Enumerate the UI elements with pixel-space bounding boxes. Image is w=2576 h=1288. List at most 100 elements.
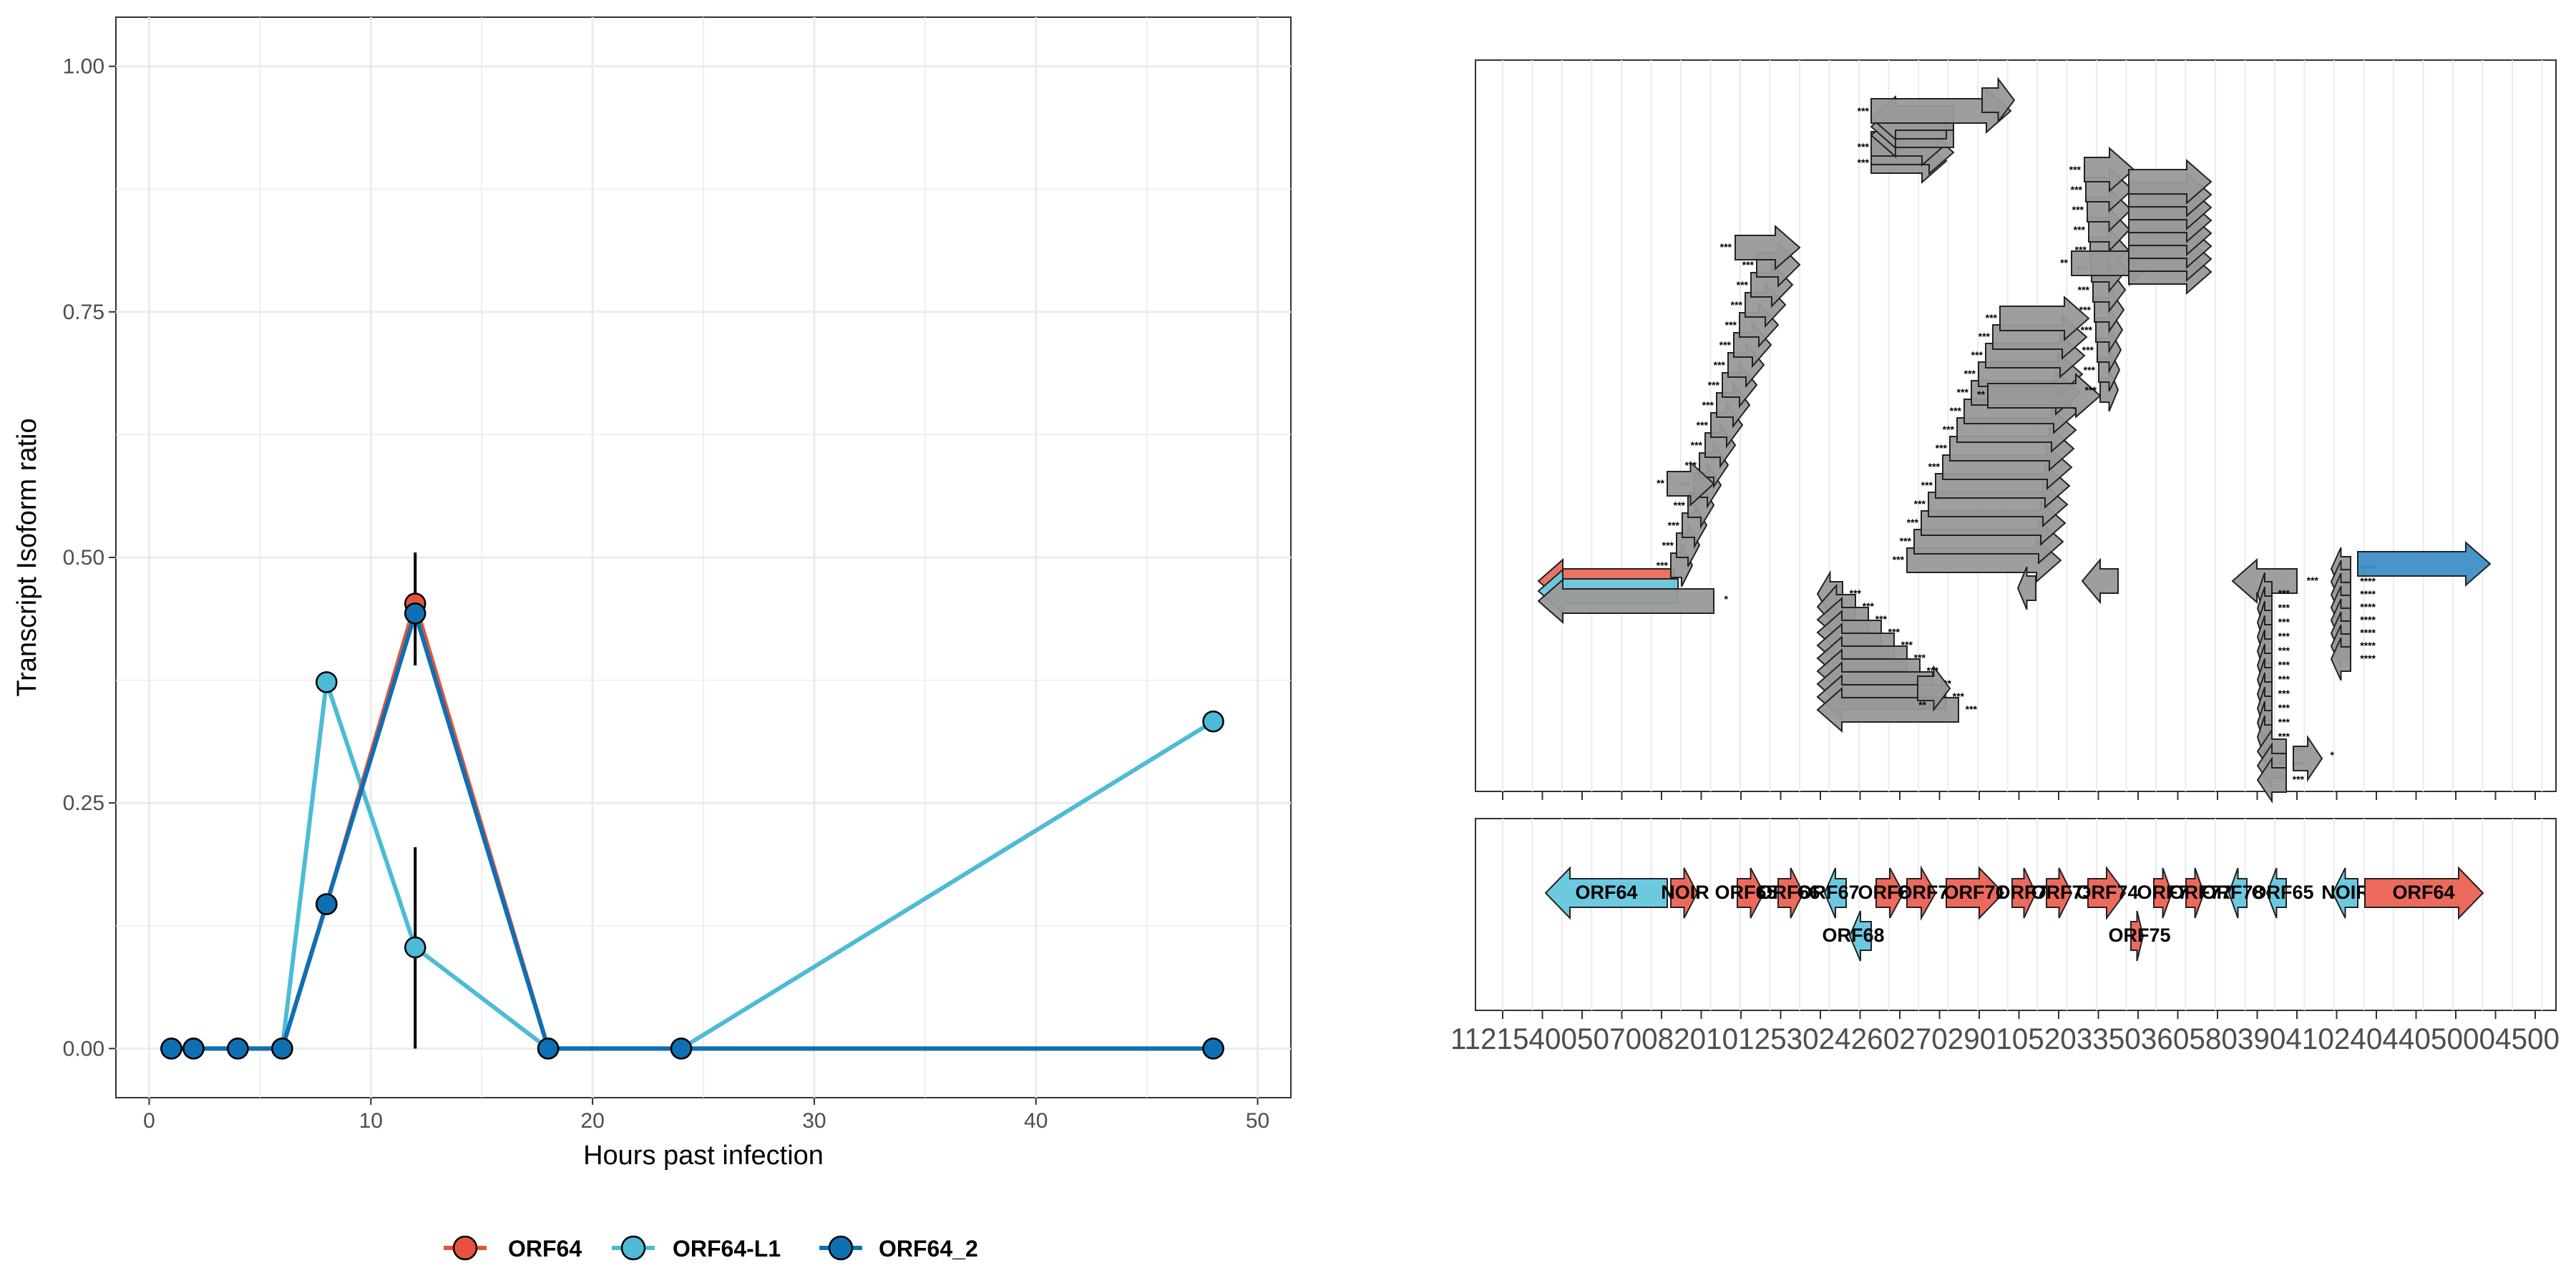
gene-arrow-orf77 [2185,867,2205,919]
data-point-orf64-2 [404,602,426,625]
gene-map-tick-labels: 1121540050700820101253024260270290105203… [1450,1022,2560,1055]
gene-label-orf71: ORF71 [1943,882,2006,903]
gene-arrow-orf65 [2265,867,2287,919]
legend-label-orf64-l1: ORF64-L1 [673,1236,781,1262]
gene-label-orf78: ORF78 [2201,882,2263,903]
data-point-orf64-2 [537,1038,560,1060]
transcript-label: *** [1731,299,1743,311]
transcript-label: *** [1668,519,1680,531]
gene-arrow-orf70 [1906,865,1937,921]
transcript-label: ** [1918,699,1926,711]
gene-label-orf66: ORF66 [1757,882,1820,903]
transcript-arrow [2081,557,2119,605]
transcript-label: **** [2360,601,2376,613]
transcript-label: *** [1708,379,1720,391]
transcript-arrow [1667,460,1715,507]
transcript-label: *** [1928,461,1941,472]
gene-arrow-orf78 [2228,867,2248,919]
gene-map-genes: ORF64 NOIR ORF65ORF66ORF67ORF68ORF69ORF70O… [1544,865,2484,962]
transcript-label: *** [1691,439,1703,451]
transcript-label: *** [2082,344,2094,356]
transcript-arrow [2256,756,2287,804]
x-tick-label: 20 [580,1109,604,1133]
legend-key-orf64 [452,1235,478,1261]
x-tick-label: 10 [359,1109,383,1133]
gene-arrow-orf74 [2087,865,2127,921]
x-tick-label: 40 [1024,1109,1048,1133]
transcript-arrow [1987,373,2102,419]
transcript-shapes: ****************************************… [1537,77,2492,804]
gene-arrow-orf66 [1777,867,1805,919]
transcript-label: *** [1979,331,1991,342]
gene-label-orf64: ORF64 [1575,882,1637,903]
y-tick-label: 0.50 [63,546,104,570]
y-axis-label: Transcript Isoform ratio [12,418,42,696]
transcript-label: *** [2278,688,2290,699]
gene-arrow-orf64 [1544,866,1668,920]
transcript-label: *** [1950,405,1962,416]
transcript-label: *** [1719,339,1732,351]
transcript-label: *** [2278,645,2290,656]
gene-arrow-orf75 [2130,910,2145,962]
data-point-orf64-l1 [1202,710,1224,733]
transcript-label: *** [1957,386,1969,398]
transcript-label: *** [2084,364,2096,376]
transcript-label: ** [1657,477,1664,489]
y-tick-label: 0.00 [63,1037,104,1060]
transcript-arrow [2357,541,2492,587]
gene-arrow-orf69 [1875,867,1905,919]
data-point-orf64-l1 [404,936,426,959]
data-point-orf64-2 [670,1038,693,1060]
legend: ORF64 ORF64-L1 ORF64_2 [444,1235,978,1262]
transcript-label: *** [2078,284,2090,296]
gene-arrow-orf65 [1737,867,1765,919]
transcript-label: *** [1943,424,1955,435]
transcript-label: *** [1893,554,1905,565]
transcript-label: *** [2079,304,2092,316]
transcript-label: **** [2360,627,2376,638]
transcript-label: *** [1702,399,1714,411]
transcript-label: *** [1858,105,1870,117]
data-point-orf64-2 [1202,1038,1224,1060]
legend-label-orf64: ORF64 [508,1236,582,1262]
legend-key-orf64-2 [828,1235,854,1261]
gene-arrow-noir [2331,867,2358,919]
transcript-label: *** [2278,702,2290,713]
data-point-orf64-2 [182,1038,205,1060]
gene-arrow-noir [1670,867,1699,919]
transcript-label: *** [1662,540,1674,551]
gene-map-frame [1475,818,2557,1011]
legend-label-orf64-2: ORF64_2 [879,1236,978,1262]
transcript-label: *** [1858,157,1870,168]
transcript-label: **** [2360,575,2376,587]
line-chart-panel: 0 10 20 30 40 50 0.00 0.25 0.50 0.75 1.00 Hours p… [12,16,1292,1171]
data-point-orf64-2 [160,1038,182,1060]
gene-map-grid [1502,819,2543,1010]
transcript-label: **** [2360,640,2376,651]
gene-arrow-orf68 [1848,910,1872,962]
gene-arrow-orf71 [1946,866,2005,920]
transcript-label: *** [2074,224,2086,235]
transcript-label: *** [1966,703,1978,715]
gene-arrow-orf67 [1823,867,1847,919]
transcript-label: *** [2081,324,2093,336]
transcript-label: *** [2278,602,2290,613]
transcript-label: *** [1737,279,1749,291]
transcript-label: *** [1921,479,1933,491]
transcript-label: *** [1697,419,1709,431]
x-tick-label: 50 [1246,1109,1269,1133]
transcript-arrow [2330,637,2351,681]
data-point-orf64-2 [271,1038,293,1060]
transcript-label: *** [1725,319,1737,331]
transcript-label: *** [2278,673,2290,685]
gene-map-panel: ORF64 NOIR ORF65ORF66ORF67ORF68ORF69ORF70O… [1450,818,2560,1055]
transcript-label: *** [1674,499,1686,511]
transcript-arrow [2293,734,2323,783]
transcript-label: *** [1657,560,1669,571]
transcript-label: *** [2278,716,2290,728]
transcript-arrow [1735,225,1801,270]
transcript-label: **** [2360,653,2376,664]
gene-arrow-orf64 [2364,866,2484,920]
transcript-label: **** [2360,588,2376,600]
transcript-label: *** [1971,349,1984,361]
